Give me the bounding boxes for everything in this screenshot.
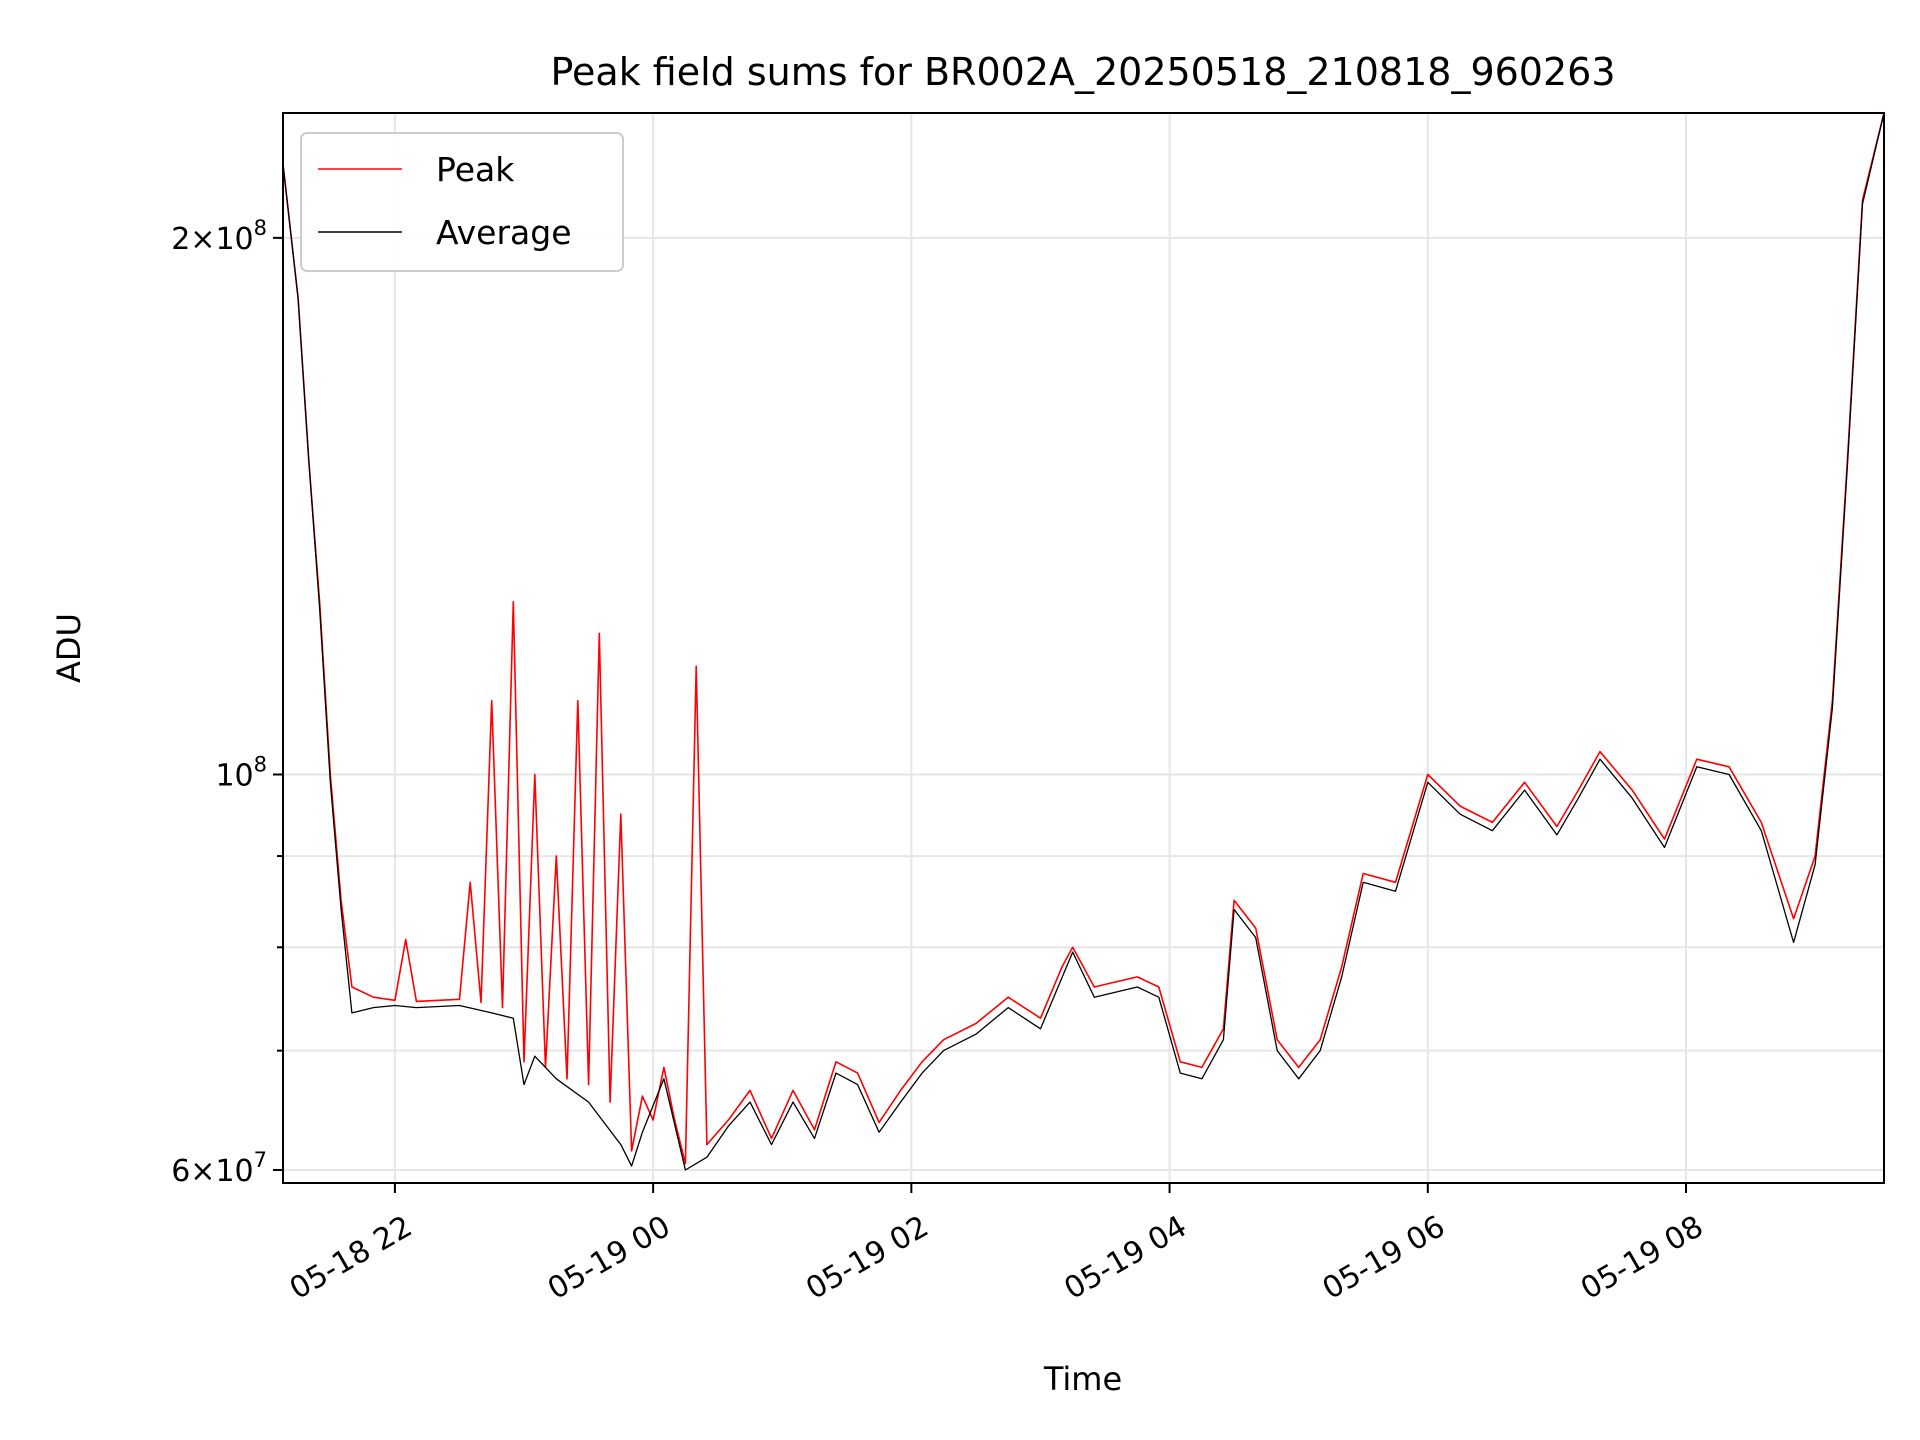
legend-label-average: Average	[436, 213, 572, 252]
y-tick-exponent: 8	[254, 216, 267, 240]
y-tick-label: 6×107	[171, 1148, 267, 1189]
legend-label-peak: Peak	[436, 150, 515, 189]
y-tick-label: 2×108	[171, 216, 267, 257]
y-tick-times: ×	[190, 222, 215, 257]
series-layer	[282, 112, 1885, 1171]
chart-title: Peak field sums for BR002A_20250518_2108…	[550, 50, 1615, 94]
legend: Peak Average	[300, 132, 624, 272]
y-tick-base: 6	[171, 1154, 190, 1189]
y-tick-ten: 10	[215, 1154, 253, 1189]
series-line-peak	[282, 112, 1885, 1165]
y-tick-exponent: 8	[254, 752, 267, 776]
y-tick-base: 2	[171, 222, 190, 257]
y-tick-times: ×	[190, 1154, 215, 1189]
y-axis-label: ADU	[50, 613, 88, 683]
plot-frame	[282, 112, 1885, 1184]
y-tick-label: 108	[215, 752, 267, 793]
y-tick-ten: 10	[215, 222, 253, 257]
y-tick-exponent: 7	[254, 1148, 267, 1172]
legend-box	[300, 132, 624, 272]
y-tick-ten: 10	[215, 758, 253, 793]
series-line-average	[282, 112, 1885, 1171]
x-axis-label: Time	[1043, 1360, 1122, 1398]
